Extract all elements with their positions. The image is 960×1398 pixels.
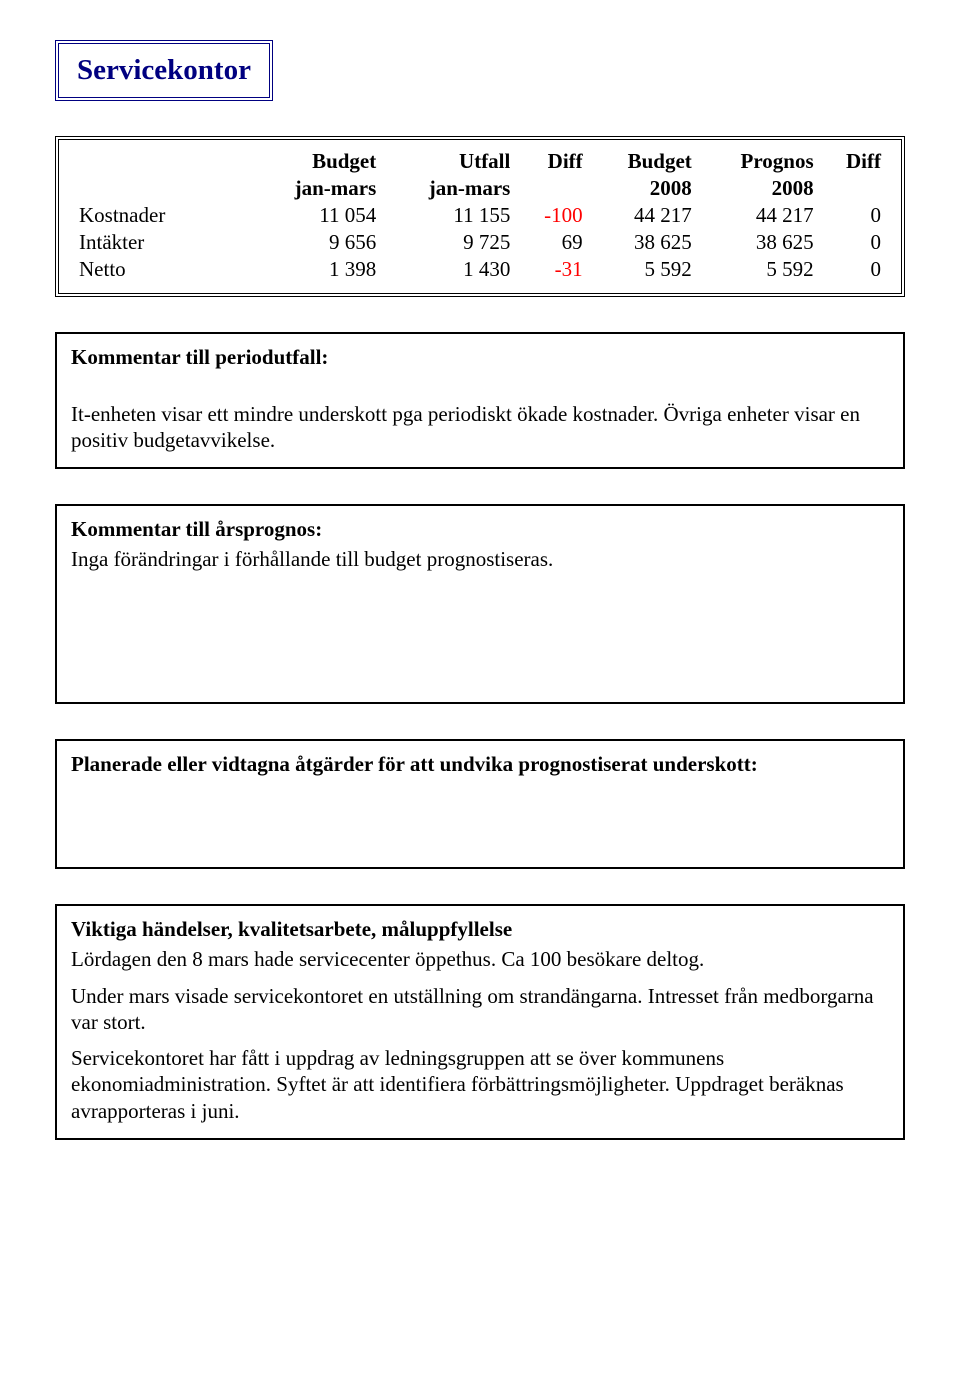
arsprognos-body: Inga förändringar i förhållande till bud… — [71, 546, 889, 572]
cell: 5 592 — [589, 256, 698, 283]
budget-table-body: Kostnader11 05411 155-10044 21744 2170In… — [73, 202, 887, 283]
handelser-heading: Viktiga händelser, kvalitetsarbete, målu… — [71, 916, 889, 942]
th-sub-6 — [820, 175, 887, 202]
periodutfall-body: It-enheten visar ett mindre underskott p… — [71, 401, 889, 454]
row-label: Netto — [73, 256, 248, 283]
th-prognos-2008: Prognos — [698, 148, 820, 175]
handelser-body-3: Servicekontoret har fått i uppdrag av le… — [71, 1045, 889, 1124]
table-row: Netto1 3981 430-315 5925 5920 — [73, 256, 887, 283]
budget-table-container: Budget Utfall Diff Budget Prognos Diff j… — [55, 136, 905, 297]
cell: 44 217 — [698, 202, 820, 229]
th-budget-2008: Budget — [589, 148, 698, 175]
th-sub-1: jan-mars — [248, 175, 382, 202]
cell: 38 625 — [698, 229, 820, 256]
cell: 9 656 — [248, 229, 382, 256]
cell: 0 — [820, 256, 887, 283]
section-arsprognos: Kommentar till årsprognos: Inga förändri… — [55, 504, 905, 704]
th-sub-5: 2008 — [698, 175, 820, 202]
th-diff-jm: Diff — [516, 148, 588, 175]
budget-table: Budget Utfall Diff Budget Prognos Diff j… — [73, 148, 887, 283]
th-blank2 — [73, 175, 248, 202]
handelser-body-2: Under mars visade servicekontoret en uts… — [71, 983, 889, 1036]
cell: 1 430 — [382, 256, 516, 283]
section-handelser: Viktiga händelser, kvalitetsarbete, målu… — [55, 904, 905, 1140]
th-utfall-jm: Utfall — [382, 148, 516, 175]
cell: 11 155 — [382, 202, 516, 229]
table-header-row-2: jan-mars jan-mars 2008 2008 — [73, 175, 887, 202]
th-sub-4: 2008 — [589, 175, 698, 202]
periodutfall-heading: Kommentar till periodutfall: — [71, 344, 889, 370]
cell: 0 — [820, 202, 887, 229]
cell: 1 398 — [248, 256, 382, 283]
th-sub-2: jan-mars — [382, 175, 516, 202]
page-title: Servicekontor — [77, 54, 251, 87]
cell: -100 — [516, 202, 588, 229]
th-blank — [73, 148, 248, 175]
cell: 38 625 — [589, 229, 698, 256]
cell: 69 — [516, 229, 588, 256]
section-periodutfall: Kommentar till periodutfall: It-enheten … — [55, 332, 905, 469]
cell: 9 725 — [382, 229, 516, 256]
handelser-body-1: Lördagen den 8 mars hade servicecenter ö… — [71, 946, 889, 972]
th-budget-jm: Budget — [248, 148, 382, 175]
arsprognos-heading: Kommentar till årsprognos: — [71, 516, 889, 542]
cell: 44 217 — [589, 202, 698, 229]
cell: 5 592 — [698, 256, 820, 283]
cell: 0 — [820, 229, 887, 256]
table-row: Intäkter9 6569 7256938 62538 6250 — [73, 229, 887, 256]
th-diff-2008: Diff — [820, 148, 887, 175]
atgarder-heading: Planerade eller vidtagna åtgärder för at… — [71, 751, 889, 777]
cell: -31 — [516, 256, 588, 283]
table-row: Kostnader11 05411 155-10044 21744 2170 — [73, 202, 887, 229]
table-header-row-1: Budget Utfall Diff Budget Prognos Diff — [73, 148, 887, 175]
th-sub-3 — [516, 175, 588, 202]
section-atgarder: Planerade eller vidtagna åtgärder för at… — [55, 739, 905, 869]
row-label: Intäkter — [73, 229, 248, 256]
cell: 11 054 — [248, 202, 382, 229]
page-title-box: Servicekontor — [55, 40, 273, 101]
row-label: Kostnader — [73, 202, 248, 229]
